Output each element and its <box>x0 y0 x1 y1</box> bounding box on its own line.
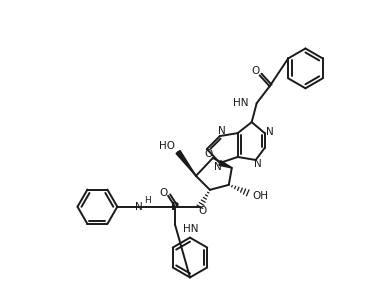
Text: N: N <box>266 127 273 137</box>
Text: O: O <box>199 206 207 216</box>
Polygon shape <box>219 161 232 168</box>
Text: HN: HN <box>233 98 249 108</box>
Text: H: H <box>144 196 151 205</box>
Text: HO: HO <box>159 141 175 151</box>
Text: N: N <box>218 126 226 136</box>
Text: N: N <box>214 162 222 172</box>
Text: N: N <box>135 202 143 212</box>
Polygon shape <box>176 150 196 176</box>
Text: P: P <box>171 202 179 212</box>
Text: O: O <box>205 149 213 159</box>
Text: OH: OH <box>253 191 269 201</box>
Text: HN: HN <box>183 224 198 234</box>
Text: N: N <box>254 159 261 169</box>
Text: O: O <box>159 188 167 198</box>
Text: O: O <box>251 66 260 76</box>
